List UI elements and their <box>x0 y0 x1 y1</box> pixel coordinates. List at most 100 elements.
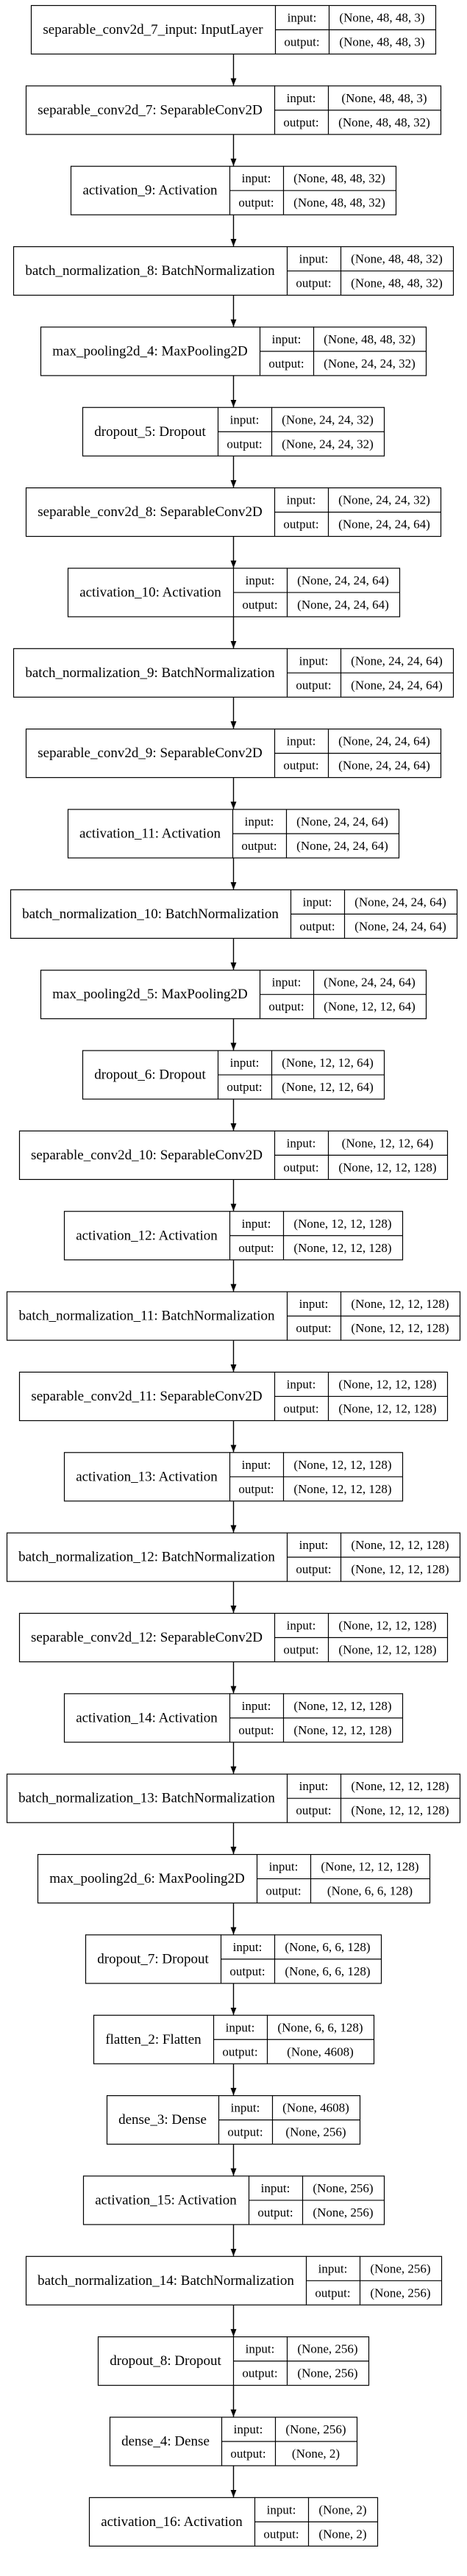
output-port-label: output: <box>263 2527 299 2541</box>
layer-label: separable_conv2d_8: SeparableConv2D <box>38 504 263 520</box>
layer-box <box>13 648 454 698</box>
output-shape: (None, 256) <box>297 2366 357 2380</box>
output-port-label: output: <box>284 35 319 49</box>
output-port-label: output: <box>283 759 318 773</box>
layer-node: max_pooling2d_6: MaxPooling2D input: outpu… <box>37 1853 431 1904</box>
output-shape: (None, 12, 12, 128) <box>338 1160 436 1174</box>
nodes: separable_conv2d_7_input: InputLayer inpu… <box>6 4 461 2547</box>
input-shape: (None, 12, 12, 64) <box>342 1136 434 1150</box>
output-port-label: output: <box>296 678 331 692</box>
layer-label: dense_3: Dense <box>118 2112 207 2128</box>
output-port-label: output: <box>227 437 262 451</box>
layer-label: activation_14: Activation <box>76 1710 218 1725</box>
input-shape: (None, 48, 48, 3) <box>339 11 424 25</box>
output-shape: (None, 12, 12, 64) <box>324 1000 416 1014</box>
layer-node: batch_normalization_9: BatchNormalizatio… <box>13 648 454 698</box>
layer-box <box>106 2095 361 2145</box>
layer-label: activation_15: Activation <box>95 2192 237 2208</box>
layer-box <box>88 2497 379 2547</box>
layer-label: activation_9: Activation <box>82 183 218 198</box>
layer-box <box>40 970 427 1020</box>
output-port-label: output: <box>296 1562 331 1576</box>
layer-label: dropout_5: Dropout <box>94 424 206 440</box>
layer-box <box>67 809 400 859</box>
layer-label: activation_16: Activation <box>101 2514 243 2530</box>
layer-box <box>85 1934 382 1984</box>
output-shape: (None, 24, 24, 64) <box>296 839 388 853</box>
layer-node: activation_13: Activation input: output: (N… <box>63 1452 404 1502</box>
output-shape: (None, 12, 12, 128) <box>293 1482 391 1496</box>
input-port-label: input: <box>261 2181 290 2195</box>
input-port-label: input: <box>318 2261 348 2275</box>
output-port-label: output: <box>242 2366 277 2380</box>
layer-node: activation_12: Activation input: output: (N… <box>63 1211 404 1261</box>
output-shape: (None, 12, 12, 128) <box>338 1643 436 1657</box>
layer-label: max_pooling2d_4: MaxPooling2D <box>52 343 247 359</box>
layer-box <box>18 1612 449 1663</box>
layer-label: dropout_7: Dropout <box>97 1951 209 1967</box>
layer-box <box>25 85 442 135</box>
layer-label: batch_normalization_9: BatchNormalizatio… <box>25 665 275 681</box>
layer-node: activation_11: Activation input: output: (N… <box>67 809 400 859</box>
layer-box <box>37 1853 431 1904</box>
input-port-label: input: <box>287 493 316 507</box>
layer-box <box>63 1693 404 1743</box>
layer-box <box>18 1371 449 1422</box>
input-shape: (None, 12, 12, 128) <box>293 1458 391 1472</box>
input-port-label: input: <box>299 252 329 266</box>
output-shape: (None, 4608) <box>287 2044 354 2058</box>
input-port-label: input: <box>287 734 316 748</box>
output-shape: (None, 12, 12, 128) <box>351 1562 449 1576</box>
layer-label: separable_conv2d_9: SeparableConv2D <box>38 745 263 761</box>
output-port-label: output: <box>238 196 274 210</box>
input-shape: (None, 24, 24, 64) <box>354 895 446 909</box>
output-shape: (None, 2) <box>318 2527 366 2541</box>
layer-box <box>93 2014 375 2064</box>
layer-box <box>25 729 442 779</box>
input-shape: (None, 48, 48, 3) <box>341 91 427 105</box>
output-port-label: output: <box>299 919 335 933</box>
layer-label: batch_normalization_14: BatchNormalizati… <box>38 2273 294 2289</box>
layer-label: batch_normalization_11: BatchNormalizati… <box>18 1309 275 1324</box>
output-port-label: output: <box>296 276 331 290</box>
output-port-label: output: <box>268 1000 304 1014</box>
output-port-label: output: <box>230 2447 265 2461</box>
output-shape: (None, 256) <box>285 2125 346 2139</box>
input-shape: (None, 12, 12, 128) <box>321 1860 418 1874</box>
output-shape: (None, 256) <box>313 2205 373 2219</box>
layer-node: separable_conv2d_8: SeparableConv2D input… <box>25 487 442 537</box>
layer-node: batch_normalization_10: BatchNormalizati… <box>10 889 458 939</box>
output-port-label: output: <box>283 1643 318 1657</box>
layer-box <box>25 2255 443 2305</box>
layer-node: activation_16: Activation input: output: (N… <box>88 2497 379 2547</box>
output-port-label: output: <box>283 1160 318 1174</box>
input-port-label: input: <box>287 1377 316 1391</box>
output-port-label: output: <box>283 1401 318 1415</box>
layer-box <box>25 487 442 537</box>
input-port-label: input: <box>299 1538 329 1552</box>
input-shape: (None, 256) <box>297 2342 357 2356</box>
output-shape: (None, 24, 24, 32) <box>324 357 416 371</box>
layer-box <box>63 1211 404 1261</box>
layer-label: dropout_8: Dropout <box>110 2353 221 2369</box>
input-port-label: input: <box>288 11 317 25</box>
layer-node: dropout_7: Dropout input: output: (None, 6,… <box>85 1934 382 1984</box>
input-port-label: input: <box>287 91 316 105</box>
input-shape: (None, 12, 12, 64) <box>282 1056 374 1070</box>
output-port-label: output: <box>242 598 277 612</box>
input-shape: (None, 12, 12, 128) <box>338 1377 436 1391</box>
input-port-label: input: <box>230 412 260 426</box>
layer-label: separable_conv2d_12: SeparableConv2D <box>31 1630 263 1645</box>
layer-box <box>6 1291 461 1341</box>
input-shape: (None, 12, 12, 128) <box>338 1619 436 1633</box>
input-shape: (None, 48, 48, 32) <box>324 332 416 346</box>
input-port-label: input: <box>287 1136 316 1150</box>
layer-node: activation_15: Activation input: output: (N… <box>82 2175 385 2225</box>
layer-label: batch_normalization_12: BatchNormalizati… <box>18 1550 275 1565</box>
layer-label: activation_13: Activation <box>76 1469 218 1484</box>
output-shape: (None, 24, 24, 64) <box>351 678 443 692</box>
input-port-label: input: <box>242 1458 271 1472</box>
input-port-label: input: <box>231 2101 260 2115</box>
output-port-label: output: <box>238 1482 274 1496</box>
